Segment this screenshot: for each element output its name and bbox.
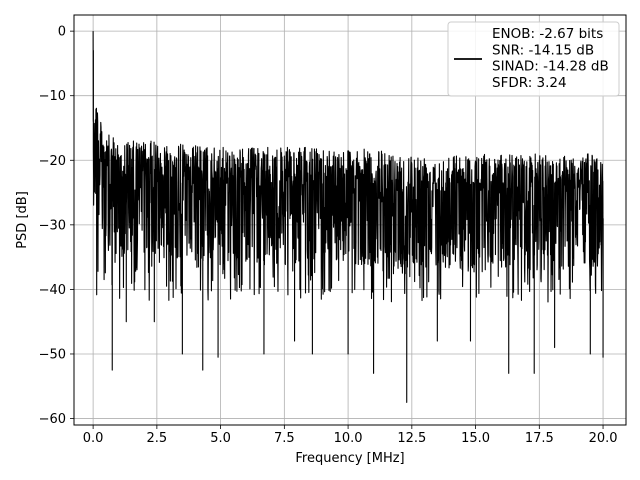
y-tick-label: −50 <box>39 347 66 362</box>
y-tick-label: −10 <box>39 89 66 104</box>
y-axis-ticks: 0 −10 −20 −30 −40 −50 −60 <box>39 25 74 427</box>
x-tick-label: 15.0 <box>461 431 490 446</box>
y-tick-label: −20 <box>39 154 66 169</box>
y-tick-label: −30 <box>39 218 66 233</box>
x-axis-ticks: 0.0 2.5 5.0 7.5 10.0 12.5 15.0 17.5 20.0 <box>83 425 618 446</box>
x-tick-label: 20.0 <box>589 431 618 446</box>
plot-frame <box>73 14 627 426</box>
y-tick-label: 0 <box>58 25 66 40</box>
x-tick-label: 12.5 <box>397 431 426 446</box>
psd-series <box>92 31 604 403</box>
x-tick-label: 2.5 <box>147 431 168 446</box>
psd-line <box>92 31 604 403</box>
x-tick-label: 17.5 <box>525 431 554 446</box>
x-tick-label: 5.0 <box>210 431 231 446</box>
legend-box <box>447 21 620 97</box>
legend: ENOB: -2.67 bits SNR: -14.15 dB SINAD: -14… <box>447 21 620 97</box>
x-tick-label: 0.0 <box>83 431 104 446</box>
x-tick-label: 7.5 <box>274 431 295 446</box>
legend-label: ENOB: -2.67 bits SNR: -14.15 dB SINAD: -14… <box>492 26 609 91</box>
x-tick-label: 10.0 <box>334 431 363 446</box>
x-axis-label: Frequency [MHz] <box>295 451 404 466</box>
y-tick-label: −60 <box>39 412 66 427</box>
y-axis-label: PSD [dB] <box>15 191 30 249</box>
y-tick-label: −40 <box>39 283 66 298</box>
